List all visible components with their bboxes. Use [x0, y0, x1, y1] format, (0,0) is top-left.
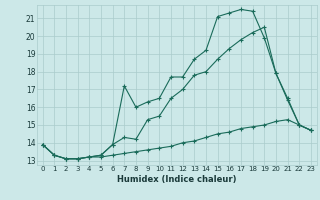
X-axis label: Humidex (Indice chaleur): Humidex (Indice chaleur) [117, 175, 236, 184]
